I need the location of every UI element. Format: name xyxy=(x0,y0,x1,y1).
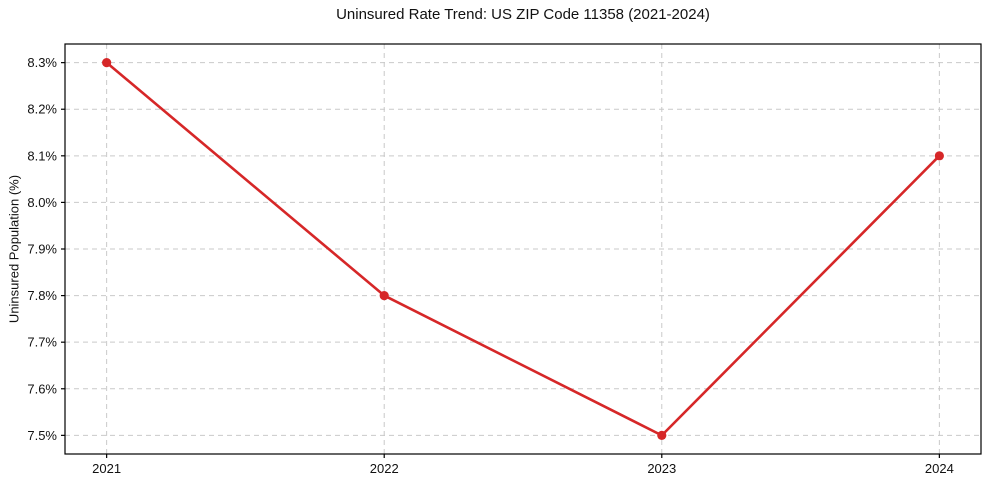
y-tick-label: 8.1% xyxy=(27,148,57,163)
y-tick-label: 8.0% xyxy=(27,195,57,210)
x-tick-label: 2021 xyxy=(92,461,121,476)
y-tick-label: 7.5% xyxy=(27,428,57,443)
y-tick-label: 8.2% xyxy=(27,102,57,117)
y-tick-label: 7.7% xyxy=(27,335,57,350)
data-point-marker xyxy=(934,151,944,161)
trend-line xyxy=(105,61,941,437)
y-axis-label: Uninsured Population (%) xyxy=(6,174,22,324)
data-point-marker xyxy=(102,58,112,68)
data-point-marker xyxy=(657,430,667,440)
data-point-marker xyxy=(379,290,389,301)
x-tick-label: 2023 xyxy=(647,461,676,476)
y-tick-label: 8.3% xyxy=(27,55,57,70)
x-tick-label: 2024 xyxy=(925,461,954,476)
y-tick-label: 7.9% xyxy=(27,242,57,257)
x-tick-label: 2022 xyxy=(370,461,399,476)
y-tick-label: 7.6% xyxy=(27,381,57,396)
y-tick-label: 7.8% xyxy=(27,288,57,303)
chart-title: Uninsured Rate Trend: US ZIP Code 11358 … xyxy=(336,6,710,23)
